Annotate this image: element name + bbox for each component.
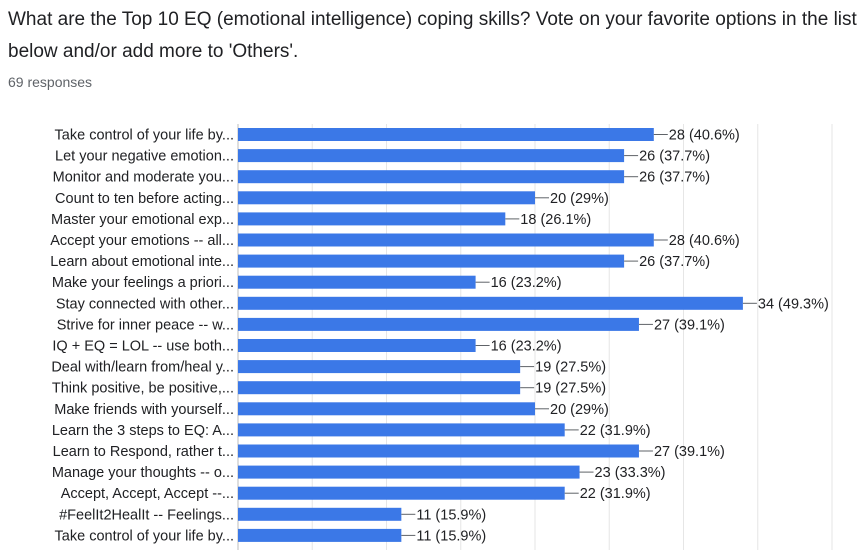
category-label: Manage your thoughts -- o... (52, 465, 234, 481)
category-label: Master your emotional exp... (51, 212, 234, 228)
value-label: 22 (31.9%) (580, 423, 651, 439)
bar (238, 528, 402, 542)
category-label: Make friends with yourself... (54, 402, 234, 418)
value-label: 20 (29%) (550, 402, 609, 418)
bar (238, 402, 535, 416)
category-label: Take control of your life by... (55, 128, 234, 144)
bars (238, 128, 743, 542)
category-label: Count to ten before acting... (55, 191, 234, 207)
value-label: 28 (40.6%) (669, 128, 740, 144)
category-label: Make your feelings a priori... (52, 275, 234, 291)
category-label: #FeelIt2HealIt -- Feelings... (59, 507, 234, 523)
bar (238, 465, 580, 479)
value-label: 22 (31.9%) (580, 486, 651, 502)
bar (238, 170, 625, 184)
bar (238, 444, 639, 458)
value-label: 26 (37.7%) (639, 254, 710, 270)
bar (238, 128, 654, 141)
value-label: 11 (15.9%) (416, 507, 486, 523)
bar (238, 317, 639, 331)
category-labels: Take control of your life by... Let your … (50, 128, 234, 545)
value-label: 18 (26.1%) (520, 212, 591, 228)
category-label: Let your negative emotion... (55, 149, 234, 165)
bar (238, 191, 535, 205)
bar (238, 149, 625, 163)
value-label: 26 (37.7%) (639, 170, 710, 186)
bar (238, 486, 565, 500)
bar (238, 212, 506, 226)
value-label: 27 (39.1%) (654, 317, 725, 333)
value-label: 26 (37.7%) (639, 149, 710, 165)
value-label: 27 (39.1%) (654, 444, 725, 460)
value-label: 11 (15.9%) (416, 528, 486, 544)
category-label: Accept your emotions -- all... (50, 233, 234, 249)
bar (238, 381, 521, 395)
category-label: Deal with/learn from/heal y... (51, 360, 234, 376)
value-labels: 28 (40.6%) 26 (37.7%) 26 (37.7%) 20 (29%) 18… (401, 128, 829, 544)
value-label: 16 (23.2%) (491, 275, 562, 291)
bar (238, 254, 625, 268)
category-label: Think positive, be positive,... (52, 381, 234, 397)
bar (238, 507, 402, 521)
value-label: 20 (29%) (550, 191, 609, 207)
bar (238, 275, 476, 289)
responses-count: 69 responses (8, 74, 93, 90)
category-label: Stay connected with other... (56, 296, 234, 312)
category-label: Strive for inner peace -- w... (57, 317, 234, 333)
category-label: Take control of your life by... (55, 528, 234, 544)
category-label: IQ + EQ = LOL -- use both... (52, 339, 234, 355)
grid-lines (237, 124, 833, 550)
category-label: Learn to Respond, rather t... (53, 444, 234, 460)
category-label: Learn about emotional inte... (50, 254, 234, 270)
value-label: 19 (27.5%) (535, 381, 606, 397)
value-label: 28 (40.6%) (669, 233, 740, 249)
category-label: Monitor and moderate you... (53, 170, 234, 186)
category-label: Accept, Accept, Accept --... (61, 486, 234, 502)
bar (238, 423, 565, 437)
category-label: Learn the 3 steps to EQ: A... (52, 423, 234, 439)
bar (238, 296, 743, 310)
question-title: What are the Top 10 EQ (emotional intell… (8, 9, 857, 62)
bar (238, 339, 476, 352)
value-label: 34 (49.3%) (758, 296, 829, 312)
value-label: 23 (33.3%) (595, 465, 666, 481)
bar (238, 233, 654, 247)
bar (238, 360, 521, 374)
bar-chart: Take control of your life by... Let your … (50, 124, 833, 550)
value-label: 16 (23.2%) (491, 339, 562, 355)
value-label: 19 (27.5%) (535, 360, 606, 376)
